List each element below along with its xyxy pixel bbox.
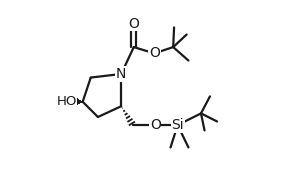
Text: O: O — [128, 17, 139, 31]
Text: O: O — [150, 118, 161, 132]
Text: O: O — [149, 46, 160, 60]
Text: N: N — [116, 67, 126, 81]
Text: HO: HO — [56, 95, 77, 108]
Text: Si: Si — [171, 118, 184, 132]
